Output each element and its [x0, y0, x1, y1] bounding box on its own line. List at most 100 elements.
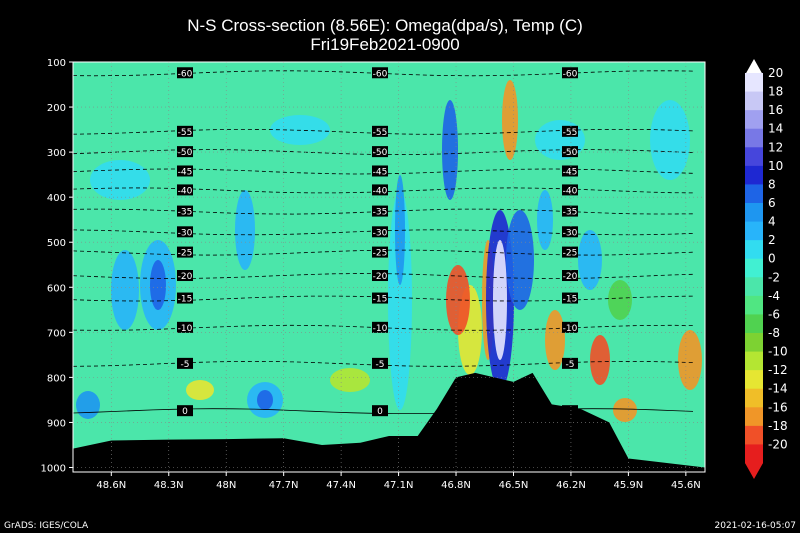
contour-label-bg — [562, 165, 578, 177]
colorbar-swatch — [745, 277, 763, 297]
colorbar-label: 14 — [768, 122, 783, 136]
contour-label: -25 — [373, 249, 388, 259]
x-tick-label: 47.1N — [384, 480, 414, 491]
contour-label-bg — [177, 246, 193, 258]
omega-cell — [493, 240, 507, 360]
contour-label-bg — [372, 205, 388, 217]
colorbar-swatch — [745, 91, 763, 111]
colorbar-label: -12 — [768, 363, 788, 377]
colorbar-label: 8 — [768, 177, 776, 191]
colorbar-label: -20 — [768, 437, 788, 451]
contour-label: -55 — [563, 128, 578, 138]
x-tick-label: 46.2N — [556, 480, 586, 491]
contour-label: -15 — [563, 295, 578, 305]
contour-label: -5 — [376, 360, 385, 370]
colorbar-bottom-arrow — [745, 463, 763, 479]
contour-label: -40 — [373, 186, 388, 196]
omega-cell — [502, 80, 518, 160]
contour-label: -30 — [563, 228, 578, 238]
omega-cell — [235, 190, 255, 270]
colorbar-swatch — [745, 128, 763, 148]
contour-label: -20 — [373, 272, 388, 282]
x-tick-label: 46.8N — [441, 480, 471, 491]
contour-label-bg — [177, 226, 193, 238]
colorbar-label: -4 — [768, 289, 780, 303]
colorbar-swatch — [745, 370, 763, 390]
contour-label: -60 — [178, 69, 193, 79]
omega-cell — [76, 391, 100, 419]
contour-label-bg — [372, 226, 388, 238]
omega-cell — [578, 230, 602, 290]
colorbar-swatch — [745, 258, 763, 278]
colorbar-label: 20 — [768, 66, 783, 80]
x-tick-label: 46.5N — [499, 480, 529, 491]
omega-cell — [330, 368, 370, 392]
contour-label-bg — [372, 146, 388, 158]
colorbar-swatch — [745, 444, 763, 464]
colorbar-swatch — [745, 184, 763, 204]
omega-cell — [590, 335, 610, 385]
y-tick-label: 400 — [47, 193, 66, 204]
contour-label-bg — [177, 292, 193, 304]
colorbar-label: 6 — [768, 196, 776, 210]
contour-label-bg — [562, 292, 578, 304]
y-tick-label: 800 — [47, 373, 66, 384]
contour-label: -10 — [178, 324, 193, 334]
colorbar-label: -14 — [768, 382, 788, 396]
omega-cell — [90, 160, 150, 200]
contour-label-bg — [562, 67, 578, 79]
contour-label: -40 — [563, 186, 578, 196]
contour-label: -35 — [373, 208, 388, 218]
contour-label-bg — [562, 357, 578, 369]
contour-label-bg — [372, 405, 388, 417]
contour-label-bg — [372, 184, 388, 196]
contour-label-bg — [372, 125, 388, 137]
contour-label-bg — [372, 67, 388, 79]
colorbar-swatch — [745, 295, 763, 315]
y-tick-label: 900 — [47, 418, 66, 429]
colorbar-swatch — [745, 388, 763, 408]
contour-label: -30 — [373, 228, 388, 238]
y-tick-label: 200 — [47, 103, 66, 114]
chart-subtitle: Fri19Feb2021-0900 — [310, 35, 459, 54]
y-tick-label: 100 — [47, 58, 66, 69]
contour-label: 0 — [182, 407, 188, 417]
colorbar-swatch — [745, 240, 763, 260]
contour-label-bg — [562, 205, 578, 217]
grid-lines — [73, 62, 705, 472]
contour-label: -45 — [178, 167, 193, 177]
contour-label: -60 — [373, 69, 388, 79]
contour-label-bg — [177, 205, 193, 217]
omega-cell — [186, 380, 214, 400]
colorbar-label: 10 — [768, 159, 783, 173]
contour-label: -15 — [178, 295, 193, 305]
x-tick-label: 47.7N — [269, 480, 299, 491]
contour-label: -60 — [563, 69, 578, 79]
colorbar-swatch — [745, 351, 763, 371]
contour-label: -10 — [563, 324, 578, 334]
contour-label: -45 — [563, 167, 578, 177]
colorbar-label: 16 — [768, 103, 783, 117]
colorbar-swatch — [745, 333, 763, 353]
contour-label: -35 — [563, 208, 578, 218]
contour-label: -35 — [178, 208, 193, 218]
contour-label: -20 — [178, 272, 193, 282]
y-tick-label: 600 — [47, 283, 66, 294]
colorbar-swatch — [745, 314, 763, 334]
colorbar-swatch — [745, 407, 763, 427]
colorbar: 20181614121086420-2-4-6-8-10-12-14-16-18… — [745, 59, 788, 479]
omega-cell — [442, 100, 458, 200]
colorbar-label: 4 — [768, 215, 776, 229]
contour-label-bg — [372, 165, 388, 177]
x-tick-label: 48.6N — [96, 480, 126, 491]
contour-label-bg — [562, 321, 578, 333]
contour-label: -55 — [178, 128, 193, 138]
contour-label: -40 — [178, 186, 193, 196]
contour-label-bg — [372, 292, 388, 304]
x-axis: 48.6N 48.3N 48N 47.7N 47.4N 47.1N 46.8N 46.5N 46… — [96, 472, 701, 491]
plot-frame — [72, 61, 706, 473]
contour-label: -10 — [373, 324, 388, 334]
colorbar-label: -8 — [768, 326, 780, 340]
